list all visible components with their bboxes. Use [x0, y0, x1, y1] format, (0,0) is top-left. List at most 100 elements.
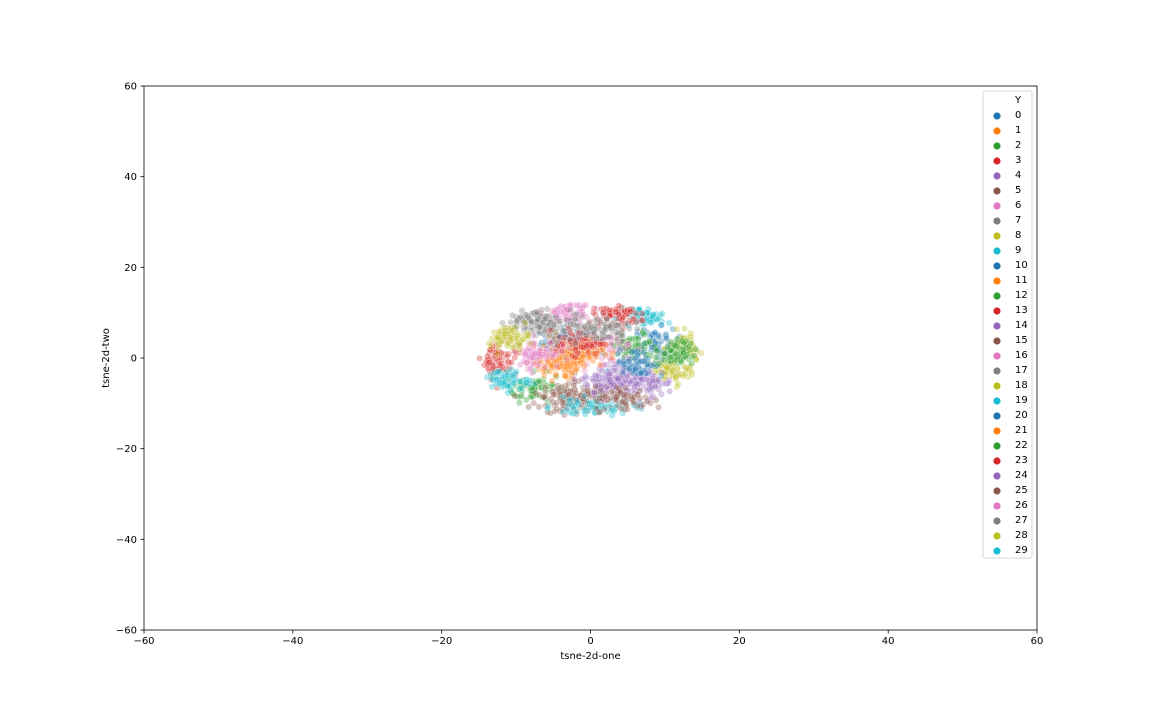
data-point — [672, 349, 680, 357]
x-tick-label: −60 — [133, 636, 154, 647]
data-point — [571, 353, 579, 361]
data-point — [688, 359, 696, 367]
legend: Y 01234567891011121314151617181920212223… — [982, 90, 1033, 559]
legend-label: 18 — [1015, 380, 1028, 391]
data-point — [559, 323, 567, 331]
data-point — [580, 302, 588, 309]
data-point — [554, 385, 562, 393]
data-point — [503, 353, 511, 360]
data-point — [590, 329, 598, 337]
data-point — [548, 377, 556, 385]
legend-marker — [993, 262, 1001, 270]
data-point — [529, 353, 536, 361]
data-point — [559, 342, 567, 350]
data-point — [533, 318, 541, 325]
data-point — [615, 302, 623, 310]
legend-label: 23 — [1015, 455, 1028, 466]
legend-label: 15 — [1015, 335, 1028, 346]
data-point — [655, 333, 663, 341]
data-point — [533, 308, 541, 316]
data-point — [542, 384, 550, 392]
data-point — [503, 371, 511, 379]
data-point — [586, 324, 594, 331]
data-point — [546, 346, 554, 354]
data-point — [628, 348, 636, 356]
data-point — [639, 329, 647, 337]
legend-label: 19 — [1015, 395, 1028, 406]
legend-marker — [993, 187, 1001, 195]
data-point — [541, 363, 549, 371]
data-point — [624, 405, 631, 413]
data-point — [652, 339, 660, 347]
legend-label: 12 — [1015, 290, 1028, 301]
data-point — [674, 380, 682, 388]
data-point — [669, 325, 677, 333]
data-point — [498, 360, 506, 368]
data-point — [604, 333, 612, 341]
data-point — [590, 389, 598, 397]
data-point — [658, 310, 666, 318]
data-point — [504, 389, 512, 397]
legend-label: 14 — [1015, 320, 1028, 331]
legend-marker — [993, 532, 1001, 540]
data-point — [688, 368, 695, 376]
data-point — [527, 340, 535, 347]
data-point — [531, 389, 539, 397]
data-point — [553, 399, 561, 407]
data-point — [598, 367, 606, 375]
data-point — [625, 357, 633, 365]
legend-marker — [993, 112, 1001, 120]
data-point — [552, 372, 560, 380]
data-point — [666, 387, 674, 395]
data-point — [619, 397, 627, 405]
legend-label: 25 — [1015, 485, 1028, 496]
data-point — [598, 335, 606, 343]
data-point — [635, 340, 643, 348]
data-point — [520, 318, 528, 326]
series-3 — [476, 335, 530, 392]
data-point — [542, 389, 550, 397]
legend-marker — [993, 352, 1001, 360]
data-point — [596, 317, 604, 325]
data-point — [549, 391, 557, 398]
data-point — [494, 350, 502, 358]
legend-label: 28 — [1015, 530, 1028, 541]
y-tick-label: −60 — [116, 626, 137, 637]
data-point — [573, 410, 581, 418]
data-point — [476, 354, 484, 362]
data-point — [600, 361, 608, 369]
data-point — [546, 338, 554, 346]
data-point — [650, 372, 658, 380]
data-point — [542, 326, 550, 334]
data-point — [543, 305, 551, 313]
data-point — [599, 374, 607, 382]
data-point — [546, 331, 554, 339]
data-point — [615, 311, 623, 319]
data-point — [614, 374, 622, 382]
series-20 — [599, 346, 668, 380]
data-point — [612, 404, 620, 412]
data-point — [632, 379, 640, 387]
data-point — [692, 345, 700, 353]
data-point — [596, 340, 604, 348]
data-point — [598, 355, 606, 362]
points-layer — [476, 301, 705, 420]
legend-marker — [993, 412, 1001, 420]
legend-label: 8 — [1015, 230, 1021, 241]
data-point — [612, 308, 620, 316]
data-point — [578, 375, 586, 383]
data-point — [571, 315, 579, 323]
data-point — [655, 360, 663, 368]
data-point — [608, 406, 616, 414]
data-point — [496, 360, 504, 368]
data-point — [563, 355, 571, 363]
y-axis-label: tsne-2d-two — [101, 328, 112, 388]
data-point — [584, 381, 592, 389]
data-point — [668, 366, 676, 374]
data-point — [657, 321, 665, 329]
data-point — [559, 408, 567, 416]
data-point — [613, 315, 621, 323]
data-point — [512, 368, 520, 376]
data-point — [535, 328, 543, 336]
data-point — [561, 371, 569, 379]
